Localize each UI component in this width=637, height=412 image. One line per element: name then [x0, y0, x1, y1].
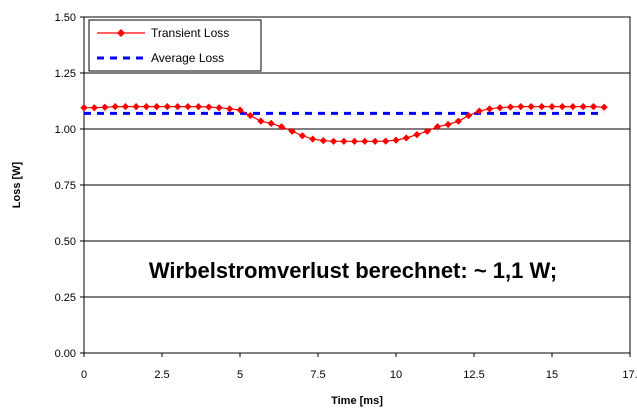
transient-loss-point — [194, 103, 203, 111]
x-tick-label: 5 — [237, 369, 243, 381]
transient-loss-point — [184, 103, 192, 111]
transient-loss-point — [142, 103, 150, 111]
transient-loss-point — [277, 123, 286, 131]
transient-loss-point — [423, 127, 431, 135]
transient-loss-point — [288, 127, 296, 135]
transient-loss-point — [163, 103, 171, 111]
y-tick-label: 0.75 — [55, 180, 76, 192]
x-tick-label: 10 — [390, 369, 402, 381]
transient-loss-point — [589, 103, 598, 111]
transient-loss-point — [90, 104, 98, 112]
transient-loss-point — [319, 137, 327, 145]
transient-loss-point — [569, 103, 577, 111]
transient-loss-point — [486, 105, 494, 113]
legend-label-transient-loss: Transient Loss — [151, 26, 229, 40]
transient-loss-point — [174, 103, 182, 111]
transient-loss-point — [548, 103, 556, 111]
transient-loss-point — [132, 103, 140, 111]
x-tick-label: 0 — [81, 369, 87, 381]
transient-loss-point — [361, 137, 369, 145]
transient-loss-point — [236, 106, 244, 114]
legend-marker-transient-loss — [117, 29, 125, 37]
y-tick-label: 0.25 — [55, 292, 76, 304]
transient-loss-point — [298, 132, 306, 140]
transient-loss-point — [517, 103, 525, 111]
transient-loss-point — [465, 111, 473, 120]
transient-loss-point — [527, 103, 535, 111]
transient-loss-point — [402, 134, 410, 142]
transient-loss-point — [153, 103, 161, 111]
y-tick-label: 1.50 — [55, 12, 76, 24]
transient-loss-point — [226, 105, 234, 113]
x-tick-label: 15 — [546, 369, 558, 381]
transient-loss-point — [600, 103, 608, 111]
transient-loss-point — [475, 107, 483, 115]
transient-loss-point — [579, 103, 587, 111]
x-tick-label: 12.5 — [463, 369, 484, 381]
legend-label-average-loss: Average Loss — [151, 51, 224, 65]
y-tick-label: 0.00 — [55, 348, 76, 360]
transient-loss-point — [433, 123, 442, 131]
y-axis-label: Loss [W] — [11, 161, 23, 208]
transient-loss-point — [558, 103, 566, 111]
transient-loss-point — [538, 103, 546, 111]
transient-loss-point — [382, 137, 390, 145]
transient-loss-point — [215, 104, 223, 112]
series-transient-loss — [80, 103, 608, 145]
transient-loss-point — [330, 137, 338, 145]
transient-loss-point — [101, 103, 109, 111]
transient-loss-point — [496, 104, 504, 112]
y-axis-ticks: 0.00 0.25 0.50 0.75 1.00 1.25 1.50 — [55, 12, 84, 360]
transient-loss-point — [121, 103, 130, 111]
x-tick-label: 17. — [622, 369, 637, 381]
transient-loss-point — [506, 103, 515, 111]
annotation-text: Wirbelstromverlust berechnet: ~ 1,1 W; — [149, 258, 557, 283]
transient-loss-point — [246, 111, 254, 120]
transient-loss-point — [371, 137, 379, 145]
transient-loss-point — [392, 136, 400, 144]
transient-loss-point — [350, 137, 359, 145]
transient-loss-point — [205, 103, 213, 111]
y-tick-label: 1.25 — [55, 68, 76, 80]
transient-loss-point — [413, 131, 421, 139]
transient-loss-line — [84, 105, 605, 142]
x-tick-label: 7.5 — [310, 369, 325, 381]
x-tick-label: 2.5 — [154, 369, 169, 381]
transient-loss-point — [267, 119, 275, 127]
transient-loss-point — [111, 103, 119, 111]
transient-loss-point — [257, 117, 265, 125]
transient-loss-point — [444, 120, 452, 129]
y-tick-label: 1.00 — [55, 124, 76, 136]
legend-box — [88, 19, 262, 72]
transient-loss-point — [340, 137, 348, 145]
transient-loss-point — [309, 135, 317, 143]
y-tick-label: 0.50 — [55, 236, 76, 248]
transient-loss-point — [454, 117, 462, 125]
transient-loss-point — [80, 104, 88, 112]
x-axis-ticks: 0 2.5 5 7.5 10 12.5 15 17. — [81, 353, 637, 381]
legend: Transient Loss Average Loss — [88, 19, 262, 72]
x-axis-label: Time [ms] — [331, 395, 383, 407]
